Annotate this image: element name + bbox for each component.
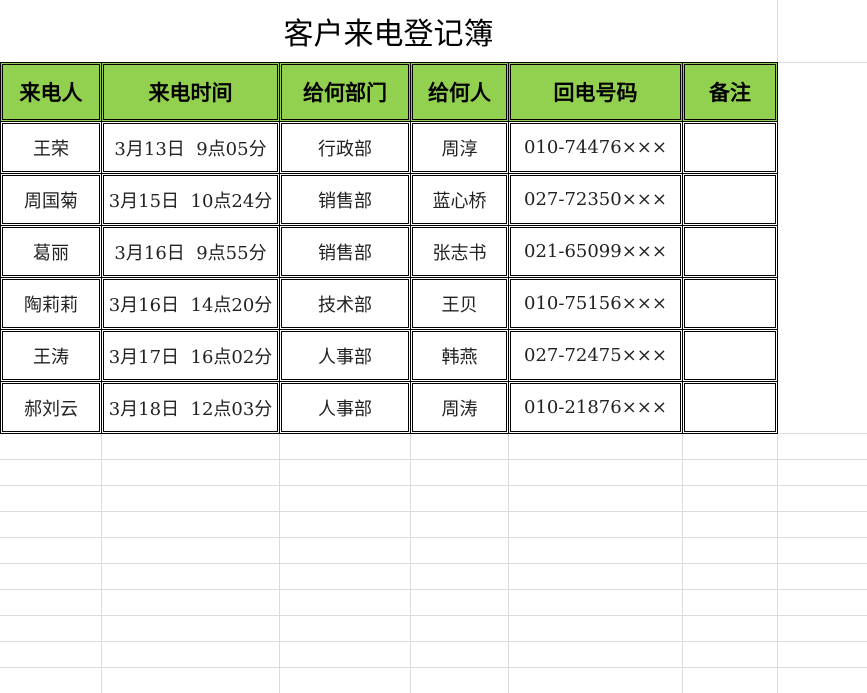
table-cell[interactable]: 010-21876×××: [508, 381, 683, 434]
table-cell[interactable]: 张志书: [410, 225, 509, 278]
table-cell[interactable]: 葛丽: [0, 225, 102, 278]
table-cell[interactable]: [682, 121, 778, 174]
table-cell[interactable]: [682, 381, 778, 434]
gridline: [0, 563, 867, 564]
table-cell[interactable]: 周淳: [410, 121, 509, 174]
column-header[interactable]: 备注: [682, 62, 778, 122]
table-cell[interactable]: [682, 277, 778, 330]
table-cell[interactable]: [682, 329, 778, 382]
table-cell[interactable]: 人事部: [279, 381, 411, 434]
table-cell[interactable]: 3月13日 9点05分: [101, 121, 280, 174]
gridline: [0, 641, 867, 642]
table-cell[interactable]: [682, 225, 778, 278]
table-cell[interactable]: 陶莉莉: [0, 277, 102, 330]
table-cell[interactable]: 行政部: [279, 121, 411, 174]
table-cell[interactable]: 王涛: [0, 329, 102, 382]
table-cell[interactable]: 蓝心桥: [410, 173, 509, 226]
table-cell[interactable]: 027-72475×××: [508, 329, 683, 382]
table-cell[interactable]: 3月15日 10点24分: [101, 173, 280, 226]
table-cell[interactable]: 王荣: [0, 121, 102, 174]
table-cell[interactable]: 3月16日 9点55分: [101, 225, 280, 278]
table-cell[interactable]: 销售部: [279, 173, 411, 226]
gridline: [0, 485, 867, 486]
sheet-title[interactable]: 客户来电登记簿: [0, 0, 777, 62]
gridline: [0, 667, 867, 668]
gridline: [0, 589, 867, 590]
table-cell[interactable]: 技术部: [279, 277, 411, 330]
table-cell[interactable]: 郝刘云: [0, 381, 102, 434]
gridline: [0, 511, 867, 512]
column-header[interactable]: 给何人: [410, 62, 509, 122]
table-cell[interactable]: 3月16日 14点20分: [101, 277, 280, 330]
table-cell[interactable]: 周涛: [410, 381, 509, 434]
table-cell[interactable]: 韩燕: [410, 329, 509, 382]
table-cell[interactable]: 3月17日 16点02分: [101, 329, 280, 382]
table-cell[interactable]: 王贝: [410, 277, 509, 330]
table-cell[interactable]: 010-75156×××: [508, 277, 683, 330]
gridline: [0, 537, 867, 538]
table-cell[interactable]: 周国菊: [0, 173, 102, 226]
table-cell[interactable]: 人事部: [279, 329, 411, 382]
table-cell[interactable]: 021-65099×××: [508, 225, 683, 278]
table-cell[interactable]: 027-72350×××: [508, 173, 683, 226]
table-cell[interactable]: 3月18日 12点03分: [101, 381, 280, 434]
gridline: [0, 615, 867, 616]
column-header[interactable]: 来电时间: [101, 62, 280, 122]
table-cell[interactable]: [682, 173, 778, 226]
table-cell[interactable]: 销售部: [279, 225, 411, 278]
gridline: [0, 459, 867, 460]
column-header[interactable]: 来电人: [0, 62, 102, 122]
column-header[interactable]: 回电号码: [508, 62, 683, 122]
column-header[interactable]: 给何部门: [279, 62, 411, 122]
table-cell[interactable]: 010-74476×××: [508, 121, 683, 174]
